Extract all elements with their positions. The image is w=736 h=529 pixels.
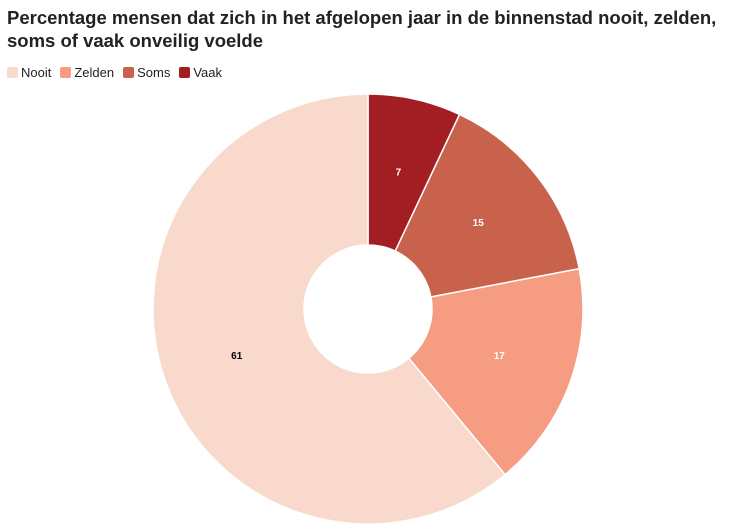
legend-item-soms[interactable]: Soms xyxy=(123,65,170,80)
legend-swatch-nooit xyxy=(7,67,18,78)
slice-zelden[interactable] xyxy=(407,267,584,476)
legend-item-zelden[interactable]: Zelden xyxy=(60,65,114,80)
legend-swatch-vaak xyxy=(179,67,191,78)
data-label-zelden: 17 xyxy=(494,351,506,362)
legend-swatch-soms xyxy=(123,67,135,78)
legend-item-vaak[interactable]: Vaak xyxy=(179,65,222,80)
slice-nooit[interactable] xyxy=(152,93,507,525)
legend-label-nooit: Nooit xyxy=(21,65,52,80)
data-label-soms: 15 xyxy=(473,218,485,229)
chart-title: Percentage mensen dat zich in het afgelo… xyxy=(7,7,717,51)
legend-item-nooit[interactable]: Nooit xyxy=(7,65,51,80)
chart-legend: Nooit Zelden Soms Vaak xyxy=(7,65,222,80)
legend-label-zelden: Zelden xyxy=(74,65,115,80)
legend-label-vaak: Vaak xyxy=(193,65,223,80)
data-label-nooit: 61 xyxy=(231,351,243,362)
data-label-vaak: 7 xyxy=(396,167,402,178)
slice-soms[interactable] xyxy=(394,113,581,298)
legend-swatch-zelden xyxy=(60,67,72,78)
legend-label-soms: Soms xyxy=(137,65,171,80)
